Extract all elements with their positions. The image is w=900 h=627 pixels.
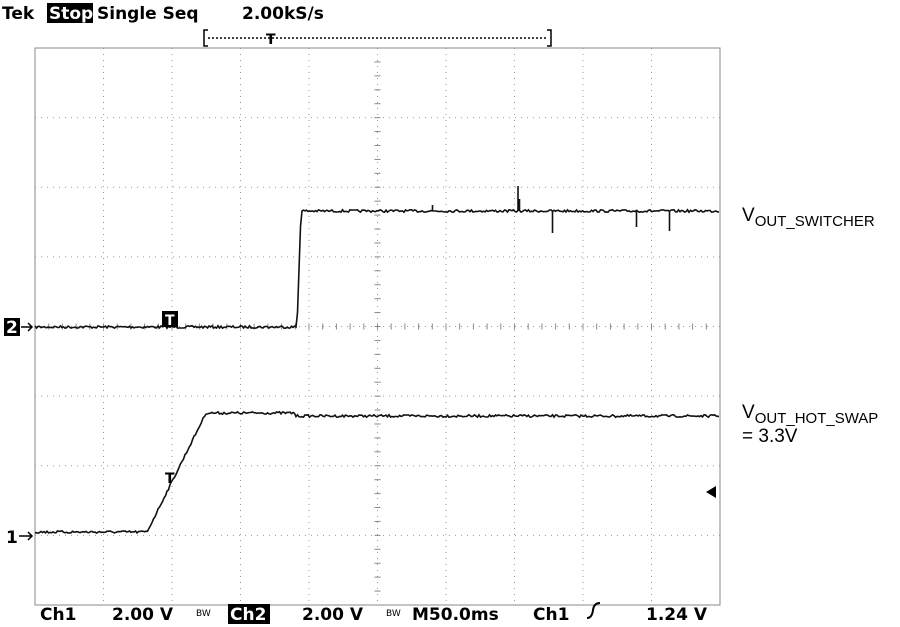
ch2-marker: 2 — [6, 318, 18, 338]
label-sub: OUT_HOT_SWAP — [755, 410, 879, 427]
trigger-level: 1.24 V — [646, 605, 708, 625]
graticule — [34, 47, 720, 606]
brand: Tek — [2, 4, 35, 24]
trigger-point: T — [165, 471, 175, 487]
ch2-marker-box — [4, 318, 20, 336]
label-main: V — [742, 402, 755, 423]
bw-indicator: BW — [196, 609, 211, 619]
timebase: M50.0ms — [412, 605, 499, 625]
ch1-label: Ch1 — [40, 605, 76, 625]
state: Stop: — [49, 4, 100, 24]
ch1-marker: 1 — [6, 528, 18, 548]
switcher-label: VOUT_SWITCHER — [742, 205, 875, 230]
ch2-arrow — [21, 322, 34, 332]
state-box — [47, 3, 93, 23]
label-main: V — [742, 205, 755, 226]
mode: Single Seq — [97, 4, 199, 24]
trigger-box — [162, 311, 178, 327]
trigger-position: T — [165, 313, 175, 329]
ch1-trace — [34, 410, 720, 535]
label-sub: OUT_SWITCHER — [755, 213, 875, 230]
record-bar — [203, 29, 552, 47]
trigger-source: Ch1 — [533, 605, 569, 625]
ch1-scale: 2.00 V — [112, 605, 174, 625]
ch2-trace — [34, 186, 720, 330]
sample-rate: 2.00kS/s — [242, 4, 324, 24]
trigger-level-arrow — [706, 486, 716, 498]
ch2-label-box — [228, 604, 270, 624]
hot-swap-value: = 3.3V — [742, 426, 798, 447]
trigger-slope — [586, 602, 601, 619]
ch1-arrow — [19, 531, 34, 541]
ch2-scale: 2.00 V — [302, 605, 364, 625]
ch2-label: Ch2 — [230, 605, 266, 625]
hot-swap-label: VOUT_HOT_SWAP — [742, 402, 878, 427]
bw-indicator: BW — [386, 609, 401, 619]
record-trigger: T — [266, 32, 276, 48]
